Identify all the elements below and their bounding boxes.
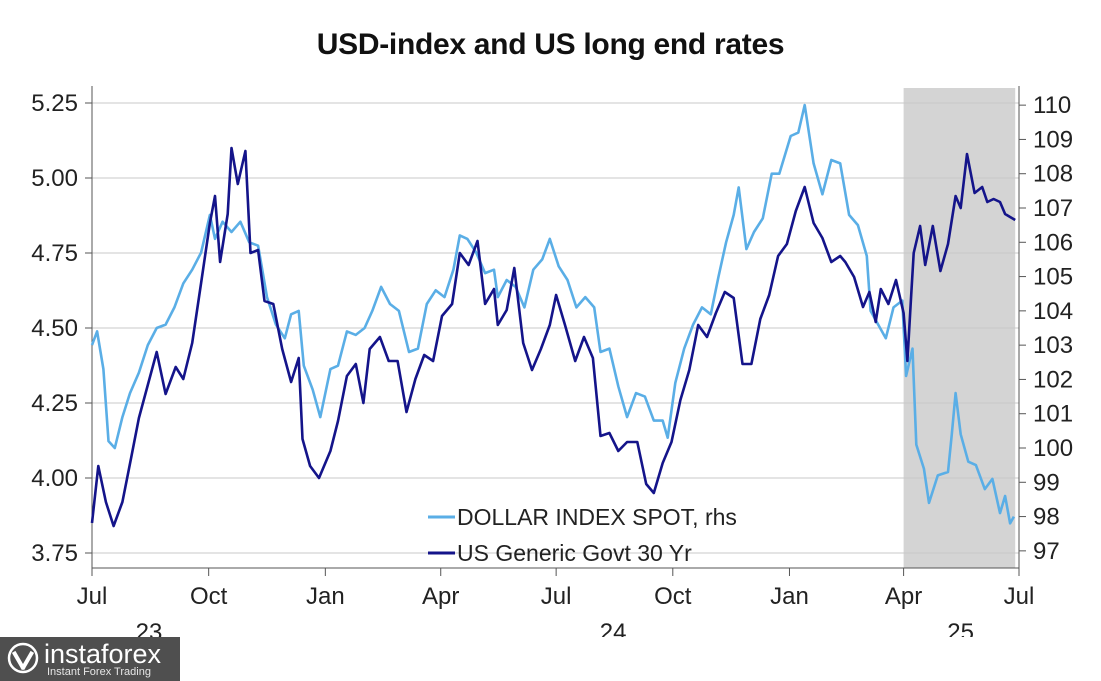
x-tick-label: Apr [422,583,459,610]
x-tick-label: Jan [306,583,345,610]
x-tick-label: Jul [1004,583,1035,610]
x-tick-label: Oct [654,583,692,610]
right-tick-label: 101 [1033,401,1073,428]
x-year-label: 23 [136,619,163,637]
right-tick-label: 102 [1033,366,1073,393]
left-axis-tick-labels: 3.75 4.00 4.25 4.50 4.75 5.00 5.25 [31,90,78,567]
right-tick-label: 104 [1033,298,1073,325]
chart-title: USD-index and US long end rates [316,28,785,61]
right-axis-tick-labels: 97 98 99 100 101 102 103 104 105 106 107 108 109 110 [1033,92,1073,565]
right-tick-label: 100 [1033,435,1073,462]
left-tick-label: 4.25 [31,390,78,417]
right-tick-label: 110 [1033,92,1071,119]
instaforex-logo-icon [7,642,39,674]
right-tick-label: 105 [1033,264,1073,291]
left-tick-label: 5.25 [31,90,78,117]
watermark-tagline: Instant Forex Trading [47,666,151,678]
x-year-label: 24 [600,619,627,637]
left-tick-label: 4.75 [31,240,78,267]
x-tick-label: Jan [770,583,809,610]
legend: DOLLAR INDEX SPOT, rhs US Generic Govt 3… [428,504,737,566]
x-tick-label: Jul [541,583,572,610]
left-tick-label: 3.75 [31,540,78,567]
chart-svg: 3.75 4.00 4.25 4.50 4.75 5.00 5.25 97 98 99 100 10… [31,86,1073,637]
watermark-logo: instaforex Instant Forex Trading [0,637,180,681]
series-line-dollar-index [90,103,1016,525]
left-tick-label: 5.00 [31,165,78,192]
x-year-label: 25 [947,619,974,637]
x-axis-tick-labels: Jul 23 Oct Jan Apr Jul 24 Oct Jan Apr 25 Jul [77,583,1035,637]
right-tick-label: 98 [1033,504,1060,531]
right-tick-label: 99 [1033,469,1060,496]
right-tick-label: 108 [1033,161,1073,188]
right-tick-label: 97 [1033,538,1060,565]
left-tick-label: 4.50 [31,315,78,342]
x-tick-label: Oct [190,583,228,610]
x-tick-label: Jul [77,583,108,610]
axes [85,86,1026,576]
legend-label-us-30yr: US Generic Govt 30 Yr [457,540,692,566]
x-tick-label: Apr [885,583,922,610]
series-lines [90,103,1016,528]
right-tick-label: 103 [1033,332,1073,359]
left-tick-label: 4.00 [31,465,78,492]
watermark-brand: instaforex [44,639,162,669]
right-tick-label: 109 [1033,126,1073,153]
right-tick-label: 106 [1033,229,1073,256]
series-line-us-30yr [90,146,1016,528]
legend-label-dollar-index: DOLLAR INDEX SPOT, rhs [457,504,737,530]
right-tick-label: 107 [1033,195,1073,222]
